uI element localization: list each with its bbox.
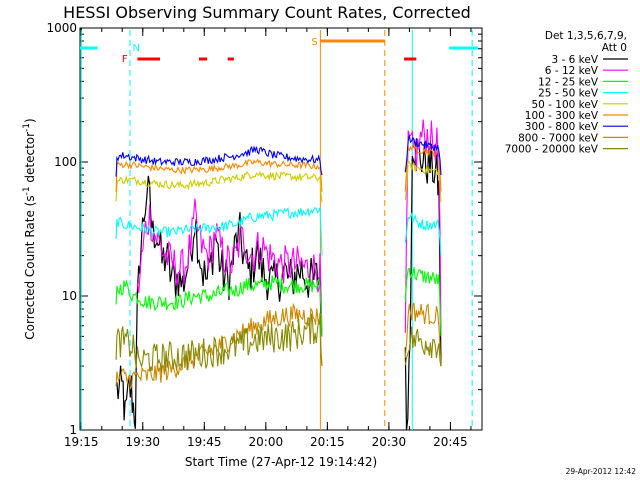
series-line xyxy=(404,212,442,256)
legend-entry-label: 100 - 300 keV xyxy=(525,110,599,122)
series-line xyxy=(115,206,323,256)
flag-label: S xyxy=(311,37,317,48)
series-line xyxy=(115,275,323,337)
series-layer xyxy=(115,119,442,431)
series-line xyxy=(115,302,323,390)
x-tick-label: 20:00 xyxy=(249,435,284,449)
y-axis-label: Corrected Count Rate (s-1 detector-1) xyxy=(22,118,37,339)
legend-entry-label: 300 - 800 keV xyxy=(525,121,599,133)
series-line xyxy=(404,135,442,176)
legend-entry-label: 3 - 6 keV xyxy=(551,54,598,66)
legend-entry-label: 12 - 25 keV xyxy=(538,76,599,88)
y-tick-label: 10 xyxy=(62,289,77,303)
flag-layer: NF S xyxy=(80,30,478,430)
flag-label: F xyxy=(122,54,128,65)
plot-timestamp: 29-Apr-2012 12:42 xyxy=(566,467,637,476)
series-line xyxy=(404,326,442,367)
x-tick-label: 20:30 xyxy=(372,435,407,449)
chart-title: HESSI Observing Summary Count Rates, Cor… xyxy=(63,3,471,22)
series-line xyxy=(116,175,323,429)
series-line xyxy=(115,145,323,177)
series-line xyxy=(404,302,442,367)
y-tick-label: 1000 xyxy=(46,21,77,35)
series-line xyxy=(404,138,442,431)
series-line xyxy=(404,119,442,337)
x-axis: 19:15 19:30 19:45 20:00 20:15 20:30 20:45 xyxy=(64,28,472,449)
x-axis-label: Start Time (27-Apr-12 19:14:42) xyxy=(185,455,377,469)
flag-label: N xyxy=(133,43,140,54)
x-tick-label: 20:15 xyxy=(310,435,345,449)
plot-frame xyxy=(79,27,483,431)
series-line xyxy=(115,158,323,193)
legend-entry-label: 7000 - 20000 keV xyxy=(505,144,599,156)
legend-entry-label: 800 - 7000 keV xyxy=(518,132,599,144)
legend-header-2: Att 0 xyxy=(602,42,627,54)
x-tick-label: 19:30 xyxy=(125,435,160,449)
series-line xyxy=(404,267,442,337)
x-tick-label: 19:45 xyxy=(187,435,222,449)
legend-entry-label: 50 - 100 keV xyxy=(531,99,598,111)
x-tick-label: 19:15 xyxy=(64,435,99,449)
y-tick-label: 1 xyxy=(69,423,77,437)
legend-entry-label: 6 - 12 keV xyxy=(545,65,599,77)
series-line xyxy=(404,144,442,192)
y-axis: 1 10 100 1000 xyxy=(46,21,482,437)
series-line xyxy=(115,313,323,374)
y-tick-label: 100 xyxy=(54,155,77,169)
series-line xyxy=(404,160,442,203)
x-tick-label: 20:45 xyxy=(433,435,468,449)
series-line xyxy=(115,170,323,203)
legend-header-1: Det 1,3,5,6,7,9, xyxy=(545,30,627,42)
legend-entry-label: 25 - 50 keV xyxy=(538,88,599,100)
series-line xyxy=(136,198,323,337)
